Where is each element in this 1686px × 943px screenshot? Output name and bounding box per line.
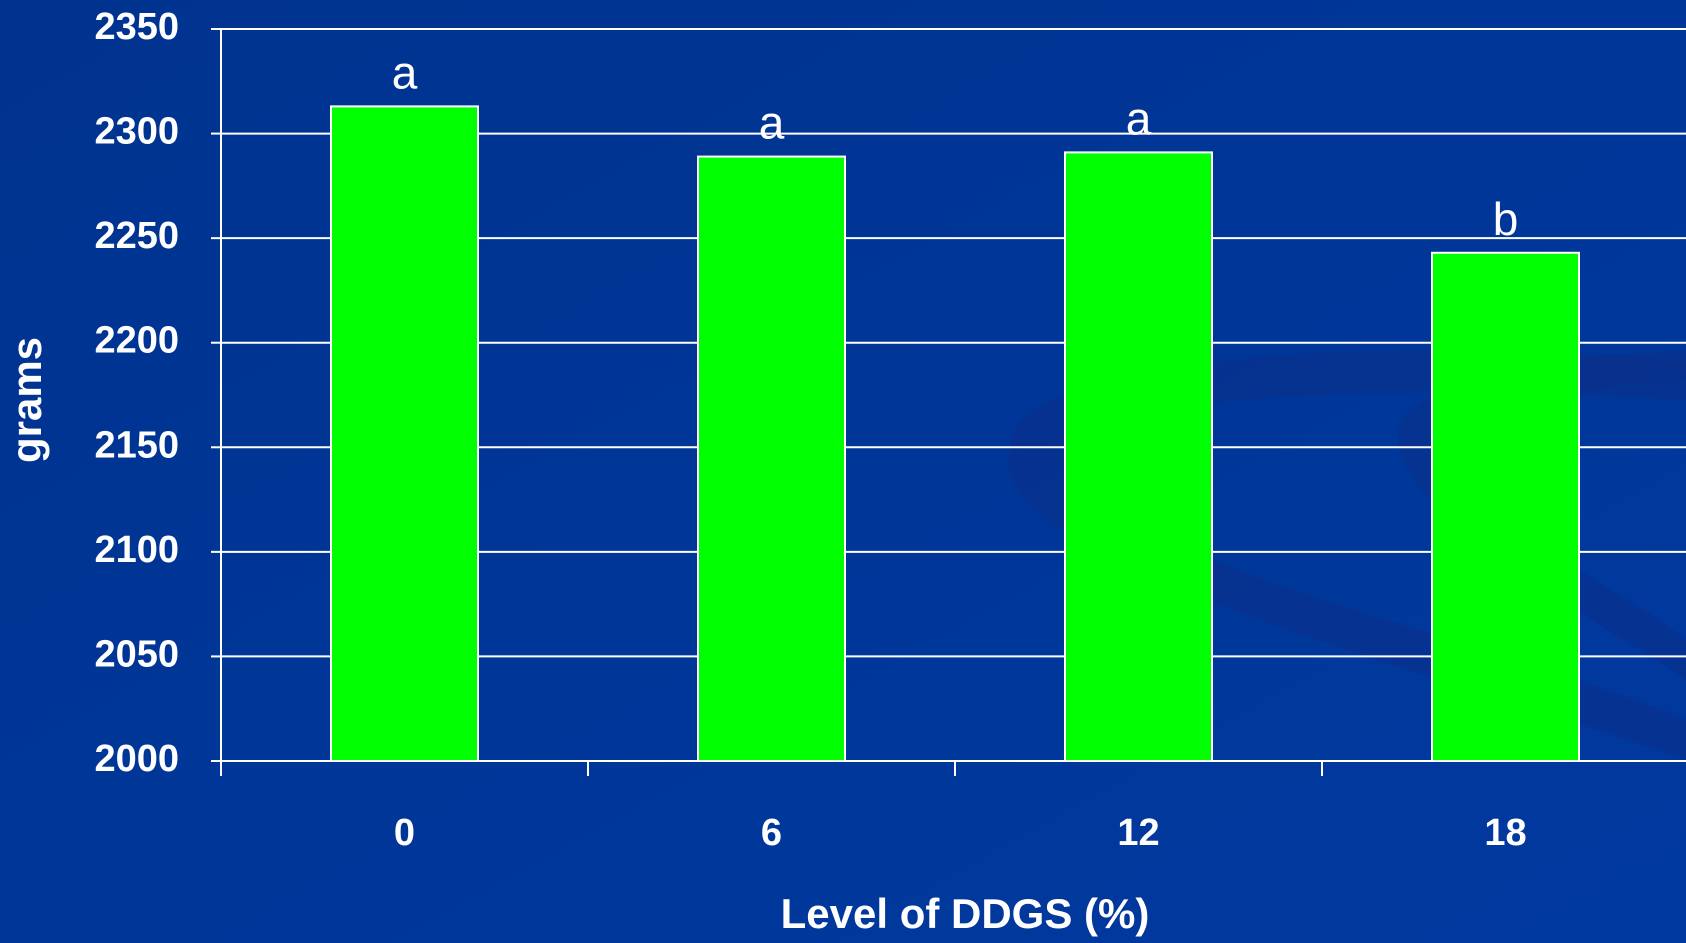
annotation: a xyxy=(392,47,418,99)
x-tick-label: 12 xyxy=(1117,812,1159,854)
y-tick-label: 2000 xyxy=(94,738,179,780)
annotation: b xyxy=(1493,193,1519,245)
x-axis-title: Level of DDGS (%) xyxy=(781,890,1150,937)
y-tick-label: 2150 xyxy=(94,424,179,466)
y-axis-title: grams xyxy=(3,337,50,463)
bar xyxy=(330,105,479,762)
x-tick-label: 18 xyxy=(1484,812,1526,854)
y-tick-label: 2200 xyxy=(94,320,179,362)
y-tick-label: 2050 xyxy=(94,633,179,675)
y-tick-label: 2100 xyxy=(94,529,179,571)
bar xyxy=(697,155,846,762)
y-tick-label: 2350 xyxy=(94,6,179,48)
y-tick-label: 2300 xyxy=(94,111,179,153)
bar xyxy=(1064,151,1213,762)
x-tick-label: 0 xyxy=(394,812,415,854)
y-tick-label: 2250 xyxy=(94,215,179,257)
x-tick-label: 6 xyxy=(761,812,782,854)
annotation: a xyxy=(759,97,785,149)
bar xyxy=(1431,251,1580,762)
annotation: a xyxy=(1126,93,1152,145)
